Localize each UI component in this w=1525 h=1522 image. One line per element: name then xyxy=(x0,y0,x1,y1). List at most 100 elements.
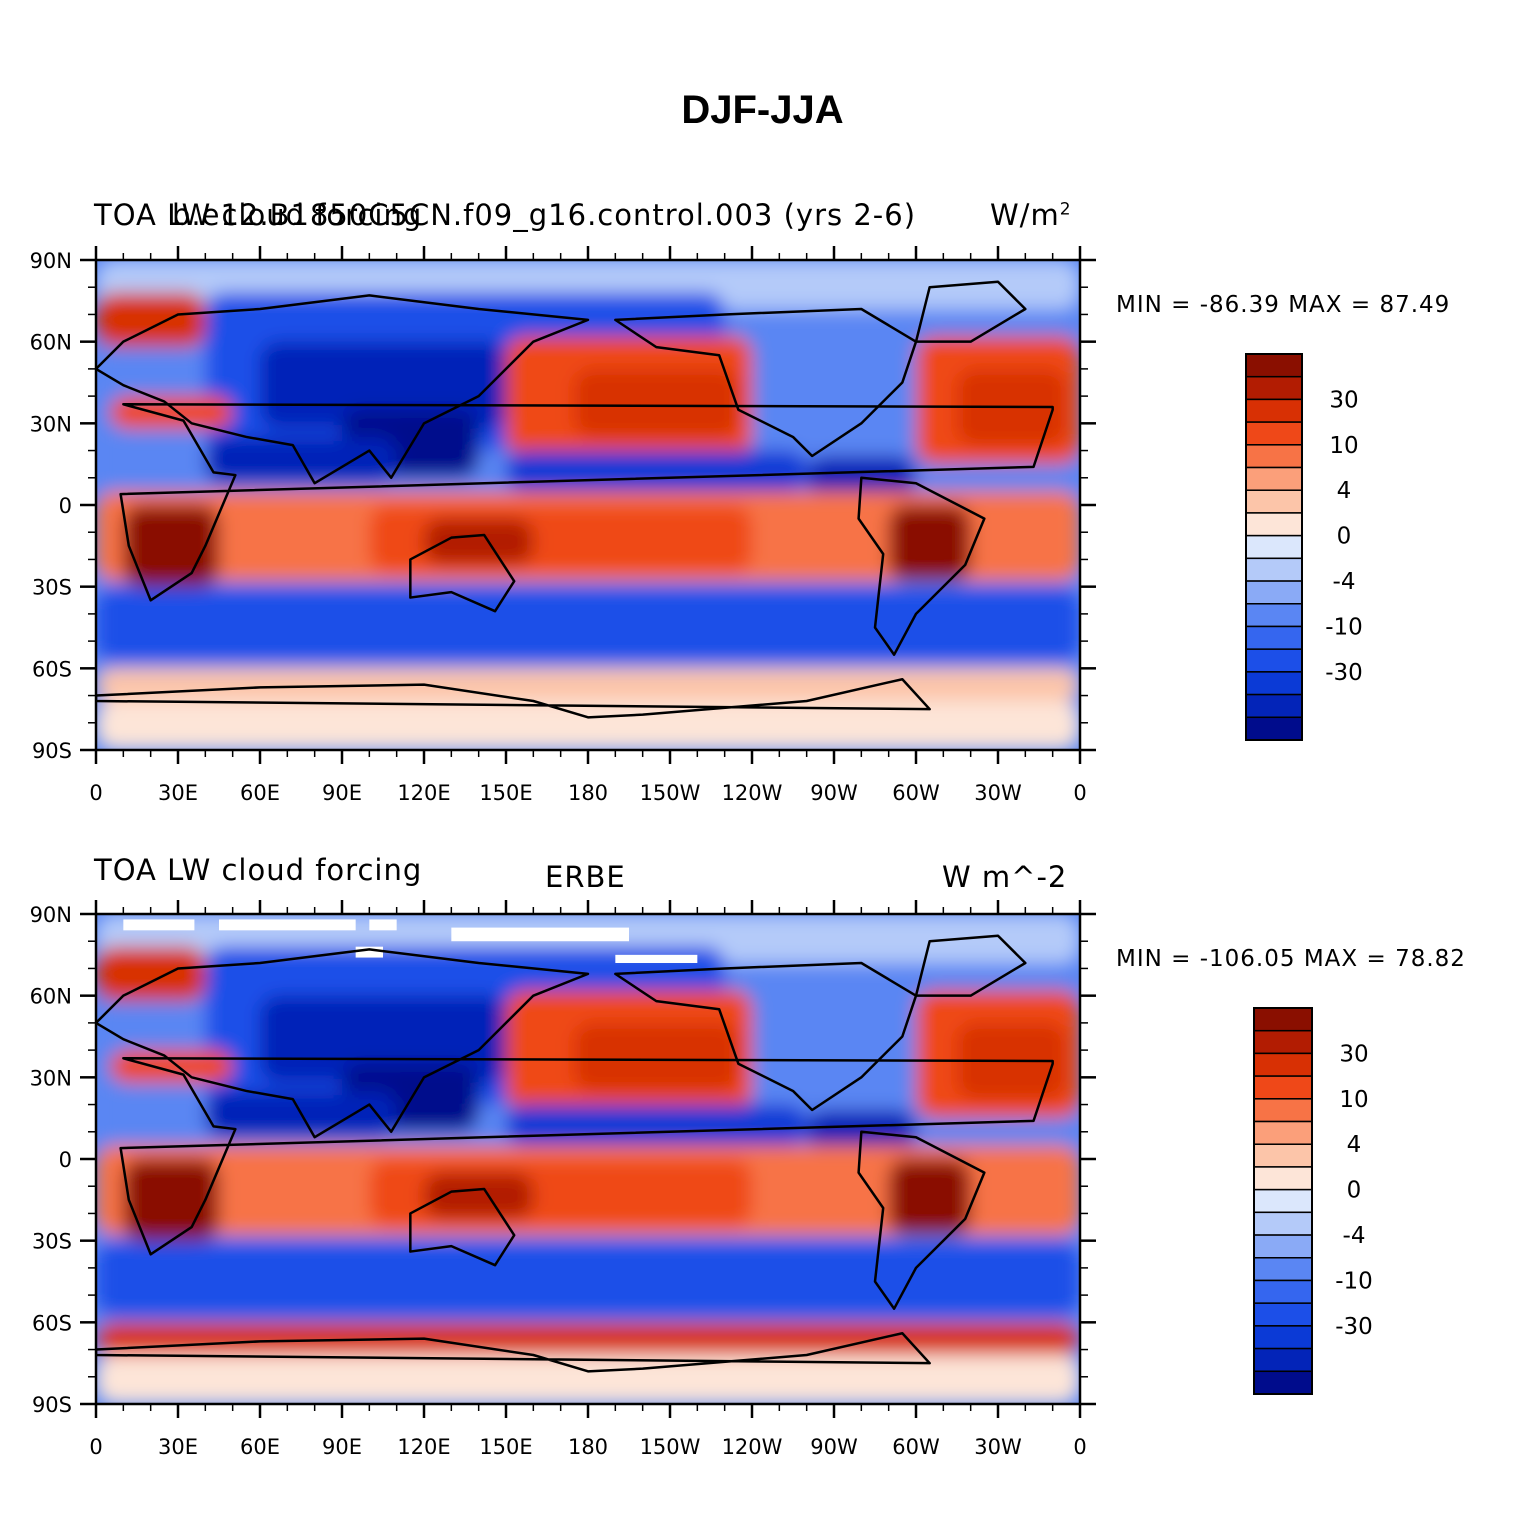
lat-tick-label: 60S xyxy=(32,657,72,681)
colorbar-label: 0 xyxy=(1337,524,1352,550)
colorbar-box xyxy=(1245,375,1303,401)
panel2-title-left: TOA LW cloud forcing xyxy=(94,853,423,887)
field-region xyxy=(574,1022,739,1091)
lon-tick-label: 0 xyxy=(1073,781,1086,805)
lat-tick-label: 0 xyxy=(59,494,72,518)
colorbar-frame xyxy=(1253,1007,1313,1395)
colorbar-label: -10 xyxy=(1335,1268,1373,1294)
lat-tick-label: 30N xyxy=(30,1066,72,1090)
lon-tick-label: 60E xyxy=(240,781,280,805)
lon-tick-label: 150W xyxy=(640,1435,701,1459)
field-region xyxy=(506,1104,807,1146)
colorbar-box xyxy=(1253,1029,1313,1055)
field-region xyxy=(96,701,1080,750)
field-region xyxy=(96,1322,1080,1355)
colorbar-box xyxy=(1253,1234,1313,1259)
panel1-max-label: MAX = xyxy=(1288,292,1372,318)
colorbar-box xyxy=(1245,398,1303,423)
panel2-colorbar: 30 10 4 0 -4 -10 -30 xyxy=(1253,1007,1373,1395)
field-region xyxy=(574,368,739,437)
lat-tick-label: 90N xyxy=(30,249,72,273)
coastline xyxy=(96,1331,931,1373)
colorbar-box xyxy=(1253,1370,1313,1395)
lat-tick-label: 60N xyxy=(30,331,72,355)
coastline xyxy=(857,476,986,656)
field-region xyxy=(888,1159,971,1236)
lon-tick-label: 30W xyxy=(974,1435,1022,1459)
colorbar-box xyxy=(1245,603,1303,628)
colorbar-box xyxy=(1253,1257,1313,1282)
field-region xyxy=(260,995,506,1083)
panel2-max-label: MAX = xyxy=(1303,946,1387,972)
lon-tick-label: 120E xyxy=(397,781,450,805)
colorbar-box xyxy=(1253,1279,1313,1304)
field-region xyxy=(96,668,1080,701)
lon-tick-label: 180 xyxy=(568,1435,608,1459)
lon-tick-label: 120W xyxy=(722,1435,783,1459)
lat-tick-label: 90S xyxy=(32,1393,72,1417)
colorbar-box xyxy=(1245,671,1303,696)
field-region xyxy=(96,292,206,348)
coastline xyxy=(614,961,918,1112)
colorbar-box xyxy=(1253,1211,1313,1236)
colorbar-label: 30 xyxy=(1329,387,1358,413)
colorbar-label: -30 xyxy=(1335,1314,1373,1340)
panel1-units: W/m2 xyxy=(990,198,1072,232)
lon-tick-label: 30W xyxy=(974,781,1022,805)
panel2-min-label: MIN = xyxy=(1116,946,1192,972)
colorbar-box xyxy=(1245,353,1303,378)
lat-tick-label: 30N xyxy=(30,412,72,436)
panel2-max-value: 78.82 xyxy=(1395,946,1466,972)
colorbar-box xyxy=(1253,1302,1313,1327)
lon-tick-label: 0 xyxy=(1073,1435,1086,1459)
colorbar-label: -4 xyxy=(1343,1223,1366,1249)
coastline xyxy=(119,1057,1054,1256)
panel2-min-value: -106.05 xyxy=(1199,946,1296,972)
field-region xyxy=(806,456,916,497)
missing-data xyxy=(369,919,397,931)
colorbar-label: -4 xyxy=(1333,569,1356,595)
colorbar-box xyxy=(1245,557,1303,582)
lat-tick-label: 0 xyxy=(59,1148,72,1172)
coastline xyxy=(409,533,516,613)
lon-tick-label: 30E xyxy=(158,781,198,805)
field-region xyxy=(424,518,534,565)
panel2-axes: 90N 60N 30N 0 30S 60S 90S 0 30E 60E 90E 120E 150E 180… xyxy=(30,900,1096,1459)
coastline xyxy=(96,294,590,485)
panel1-axes: 90N 60N 30N 0 30S 60S 90S 0 30E 60E 90E 120E 150E 180… xyxy=(30,246,1096,805)
coastline xyxy=(614,307,918,458)
lon-tick-label: 120E xyxy=(397,1435,450,1459)
missing-data xyxy=(355,946,383,958)
colorbar-box xyxy=(1245,466,1303,491)
lon-tick-label: 90W xyxy=(810,1435,858,1459)
panel1-units-sup: 2 xyxy=(1059,199,1072,220)
panel1-title-left: TOA LW cloud forcing xyxy=(94,198,423,232)
colorbar-label: -30 xyxy=(1325,660,1363,686)
lon-tick-label: 30E xyxy=(158,1435,198,1459)
coastline xyxy=(409,1187,516,1267)
missing-data xyxy=(123,919,195,931)
colorbar-box xyxy=(1245,580,1303,605)
panel1-stats: MIN = -86.39 MAX = 87.49 xyxy=(1116,292,1450,318)
colorbar-box xyxy=(1245,534,1303,560)
coastline xyxy=(857,1130,986,1310)
colorbar-box xyxy=(1253,1007,1313,1032)
panel2-title-center: ERBE xyxy=(545,860,626,894)
field-region xyxy=(109,396,233,429)
coastline xyxy=(119,403,1054,602)
field-region xyxy=(109,1050,233,1083)
lon-tick-label: 150E xyxy=(479,781,532,805)
lon-tick-label: 60E xyxy=(240,1435,280,1459)
field-region xyxy=(424,1172,534,1219)
colorbar-box xyxy=(1245,648,1303,673)
colorbar-box xyxy=(1253,1188,1313,1214)
colorbar-box xyxy=(1253,1143,1313,1168)
colorbar-label: 10 xyxy=(1339,1087,1368,1113)
panel1-units-text: W/m xyxy=(990,198,1060,232)
colorbar-box xyxy=(1253,1098,1313,1123)
colorbar-box xyxy=(1253,1052,1313,1077)
colorbar-label: 30 xyxy=(1339,1041,1368,1067)
coastline xyxy=(914,280,1027,343)
colorbar-label: 0 xyxy=(1347,1178,1362,1204)
lon-tick-label: 0 xyxy=(89,781,102,805)
